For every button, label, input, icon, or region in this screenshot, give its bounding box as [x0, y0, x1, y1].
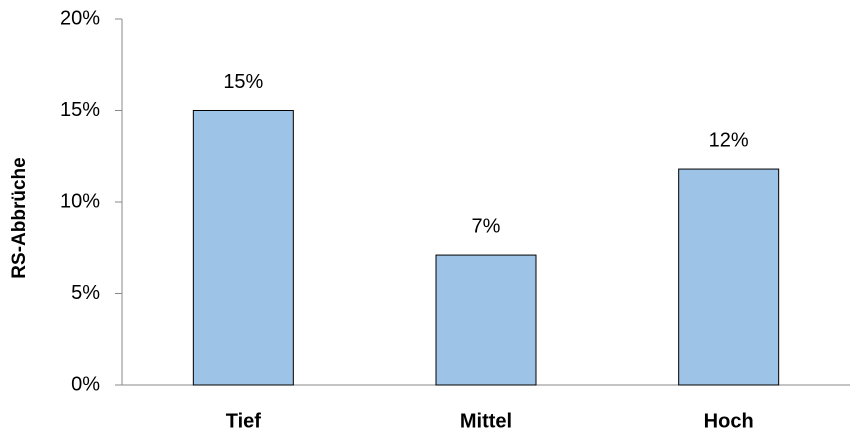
x-tick-label: Hoch: [704, 410, 754, 432]
value-label: 12%: [709, 129, 749, 151]
y-tick-label: 5%: [71, 282, 100, 304]
bar: [678, 168, 780, 386]
y-tick-label: 15%: [60, 99, 100, 121]
y-tick-label: 20%: [60, 7, 100, 29]
value-label: 7%: [472, 215, 501, 237]
x-tick-label: Mittel: [460, 410, 512, 432]
y-tick-label: 10%: [60, 190, 100, 212]
y-tick-label: 0%: [71, 373, 100, 395]
x-tick-label: Tief: [226, 410, 262, 432]
bar: [192, 110, 294, 386]
bar: [435, 254, 537, 386]
y-axis-title: RS-Abbrüche: [9, 157, 30, 278]
value-label: 15%: [223, 71, 263, 93]
